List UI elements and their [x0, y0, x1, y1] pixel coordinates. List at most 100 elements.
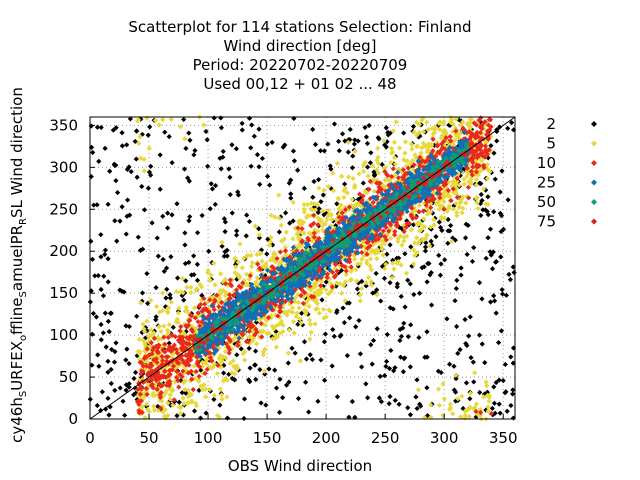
data-point	[349, 248, 355, 254]
data-point	[453, 376, 459, 382]
data-point	[474, 162, 480, 168]
data-point	[92, 273, 98, 279]
data-point	[473, 176, 479, 183]
data-point	[238, 346, 244, 352]
data-point	[234, 352, 240, 358]
data-point	[405, 277, 411, 283]
data-point	[304, 252, 310, 258]
data-point	[221, 308, 227, 314]
data-point	[416, 121, 422, 128]
data-point	[423, 240, 429, 246]
data-point	[355, 200, 361, 206]
data-point	[163, 265, 170, 271]
data-point	[277, 309, 284, 315]
data-point	[171, 342, 177, 348]
data-point	[453, 200, 459, 207]
data-point	[114, 189, 121, 196]
data-point	[94, 202, 100, 208]
data-point	[163, 295, 169, 301]
data-point	[216, 304, 222, 310]
data-point	[223, 355, 229, 361]
data-point	[384, 251, 390, 257]
data-point	[168, 254, 174, 260]
data-point	[395, 258, 401, 265]
data-point	[249, 260, 255, 266]
data-point	[177, 124, 184, 130]
data-point	[181, 360, 187, 366]
data-point	[93, 314, 100, 320]
data-point	[285, 290, 292, 297]
data-point	[460, 125, 466, 131]
data-point	[209, 303, 215, 309]
data-point	[299, 226, 305, 232]
data-point	[180, 380, 187, 386]
data-point	[304, 202, 311, 208]
data-point	[352, 182, 358, 188]
data-point	[241, 255, 247, 262]
data-point	[454, 178, 460, 184]
data-point	[156, 309, 163, 315]
data-point	[428, 302, 435, 308]
data-point	[443, 135, 449, 141]
data-point	[404, 201, 410, 207]
data-point	[102, 145, 108, 151]
data-point	[138, 360, 145, 366]
data-point	[358, 243, 364, 249]
data-point	[181, 166, 188, 172]
data-point	[256, 235, 263, 241]
data-point	[258, 320, 264, 327]
data-point	[105, 358, 111, 364]
data-point	[105, 369, 111, 375]
data-point	[155, 334, 161, 341]
data-point	[166, 367, 173, 373]
data-point	[442, 257, 448, 263]
data-point	[321, 377, 328, 383]
data-point	[137, 391, 144, 397]
data-point	[182, 260, 189, 267]
data-point	[329, 363, 335, 369]
data-point	[395, 175, 402, 181]
data-point	[278, 270, 284, 277]
data-point	[396, 145, 403, 151]
data-point	[318, 289, 324, 295]
data-point	[175, 337, 182, 343]
data-point	[453, 372, 459, 378]
data-point	[134, 313, 140, 319]
data-point	[387, 242, 393, 248]
data-point	[374, 292, 380, 298]
data-point	[288, 191, 294, 197]
data-point	[211, 260, 217, 266]
data-point	[186, 259, 192, 266]
data-point	[198, 383, 204, 389]
data-point	[470, 164, 476, 170]
data-point	[257, 329, 263, 335]
data-point	[290, 218, 296, 224]
data-point	[227, 174, 233, 180]
data-point	[491, 209, 497, 215]
data-point	[461, 176, 467, 182]
data-point	[180, 368, 186, 374]
data-point	[485, 155, 491, 161]
data-point	[419, 145, 425, 151]
data-point	[188, 357, 194, 363]
data-point	[357, 236, 363, 243]
data-point	[422, 248, 429, 254]
data-point	[250, 335, 257, 342]
data-point	[260, 328, 266, 334]
data-point	[224, 253, 230, 259]
data-point	[456, 166, 462, 172]
data-point	[286, 327, 292, 333]
data-point	[314, 244, 320, 250]
data-point	[185, 175, 191, 181]
data-point	[414, 132, 420, 138]
data-point	[258, 400, 264, 406]
data-point	[430, 217, 437, 223]
data-point	[203, 350, 209, 356]
data-point	[479, 167, 485, 173]
data-point	[236, 325, 242, 331]
data-point	[410, 167, 416, 173]
data-point	[386, 365, 393, 372]
data-point	[232, 377, 238, 383]
data-point	[307, 321, 313, 327]
data-point	[285, 296, 291, 302]
